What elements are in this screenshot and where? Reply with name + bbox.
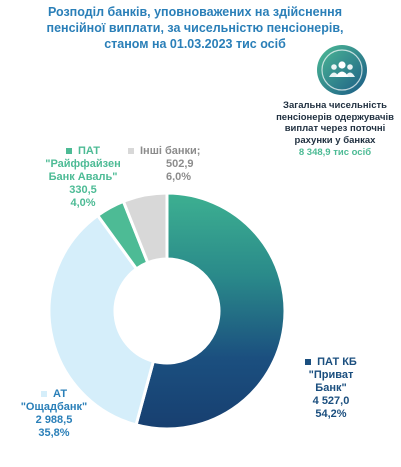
chart-title-line-3: станом на 01.03.2023 тис осіб <box>104 37 286 51</box>
label-oschadbank-value: 2 988,5 <box>35 414 73 426</box>
label-oschadbank-name-1: АТ <box>52 388 68 400</box>
total-label-line-2: пенсіонерів одержувачів <box>276 111 394 123</box>
label-privat-name-2: "Приват <box>308 369 354 381</box>
total-value: 8 348,9 тис осіб <box>298 147 372 158</box>
legend-marker-other-banks <box>128 148 134 155</box>
label-privat-name-1: ПАТ КБ <box>317 356 357 368</box>
label-raiffeisen-percent: 4,0% <box>70 197 96 209</box>
label-oschadbank-percent: 35,8% <box>38 427 70 439</box>
total-label-line-1: Загальна чисельність <box>283 100 387 111</box>
chart-title-line-1: Розподіл банків, уповноважених на здійсн… <box>47 5 343 19</box>
label-privat-name-3: Банк" <box>315 382 347 394</box>
chart-title-line-2: пенсійної виплати, за чисельністю пенсіо… <box>46 21 344 35</box>
total-label-line-3: виплат через поточні <box>284 123 386 134</box>
slice-privat <box>134 191 287 431</box>
legend-marker-oschadbank <box>40 391 47 398</box>
label-other-banks-value: 502,9 <box>166 158 194 170</box>
slice-oschadbank <box>47 213 156 427</box>
label-oschadbank: АТ "Ощадбанк" 2 988,5 35,8% <box>4 388 104 440</box>
chart-title: Розподіл банків, уповноважених на здійсн… <box>30 4 360 52</box>
label-raiffeisen-value: 330,5 <box>69 184 97 196</box>
slice-other-banks <box>121 191 169 265</box>
label-other-banks-name: Інші банки; <box>140 145 201 157</box>
label-oschadbank-name-2: "Ощадбанк" <box>20 401 88 413</box>
people-group-icon <box>317 45 367 95</box>
total-label-line-4: рахунки у банках <box>294 134 376 146</box>
label-raiffeisen-name-3: Банк Аваль" <box>48 171 118 183</box>
donut-slices <box>47 191 287 431</box>
legend-marker-privat <box>305 359 312 366</box>
label-other-banks-percent: 6,0% <box>166 171 192 183</box>
label-other-banks: Інші банки; 502,9 6,0% <box>128 145 228 184</box>
label-raiffeisen-name-2: "Райффайзен <box>45 158 121 170</box>
label-raiffeisen-name-1: ПАТ <box>77 145 101 157</box>
label-privat-value: 4 527,0 <box>312 395 350 407</box>
total-pensioners: Загальна чисельність пенсіонерів одержув… <box>272 100 398 159</box>
label-raiffeisen: ПАТ "Райффайзен Банк Аваль" 330,5 4,0% <box>28 145 138 210</box>
label-privat-percent: 54,2% <box>315 408 347 420</box>
label-privat: ПАТ КБ "Приват Банк" 4 527,0 54,2% <box>286 356 376 421</box>
legend-marker-raiffeisen <box>65 148 72 155</box>
